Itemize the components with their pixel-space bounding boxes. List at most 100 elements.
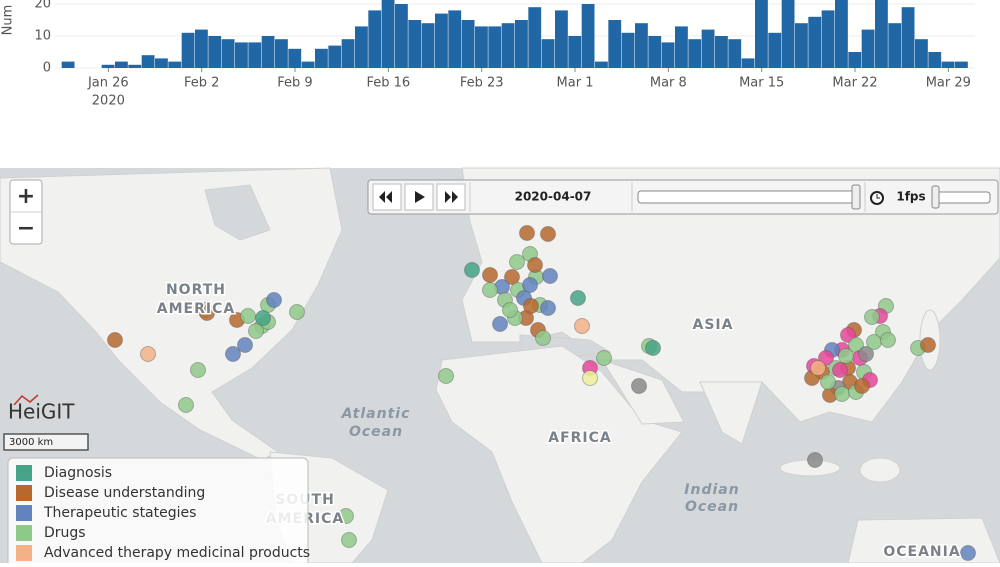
y-tick-label: 10 [34, 29, 51, 44]
bar [701, 29, 715, 69]
slider-handle[interactable] [851, 184, 861, 210]
bar [955, 61, 968, 68]
bar [581, 4, 595, 68]
time-slider[interactable] [637, 190, 861, 204]
bar [555, 10, 568, 68]
point [255, 310, 271, 326]
point [248, 323, 264, 339]
point [199, 305, 215, 321]
point [225, 346, 241, 362]
bar [435, 13, 448, 69]
x-tick-label: Feb 2 [184, 76, 219, 91]
bar [888, 23, 902, 68]
legend-label: Drugs [44, 525, 86, 541]
y-tick-label: 0 [43, 61, 51, 76]
map: NORTH AMERICA SOUTH AMERICA ASIA AFRICA … [0, 167, 1000, 567]
bar [768, 32, 782, 68]
scale-bar [3, 433, 89, 451]
bar [835, 0, 848, 68]
x-tick-label: Mar 22 [832, 76, 877, 91]
bar [288, 48, 302, 68]
bar [208, 36, 222, 68]
legend-swatch [16, 485, 32, 501]
point [540, 226, 556, 242]
bar-chart: Num 0 10 20 Jan 26 Feb 2 Feb 9 Feb 16 Feb 23 Mar… [1, 0, 975, 109]
x-tick-label: Mar 15 [739, 76, 784, 91]
bar [488, 26, 502, 68]
bar [808, 16, 822, 68]
bar [301, 61, 315, 68]
region-label: AMERICA [157, 301, 235, 317]
bar [915, 39, 928, 68]
point [596, 350, 612, 366]
legend-label: Diagnosis [44, 465, 112, 481]
bar [941, 61, 955, 68]
point [858, 346, 874, 362]
bar [181, 32, 195, 68]
bar [875, 0, 888, 68]
bar [595, 61, 608, 68]
point [502, 302, 518, 318]
region-label: AFRICA [548, 430, 612, 446]
point [522, 277, 538, 293]
bar [221, 39, 235, 68]
plot-area [61, 0, 968, 69]
bar [168, 61, 182, 68]
legend-label: Disease understanding [44, 485, 205, 501]
zoom-out[interactable]: − [17, 216, 35, 241]
bar [61, 61, 75, 68]
legend [7, 457, 309, 567]
bar [675, 26, 688, 68]
bar [755, 0, 768, 68]
point [960, 545, 976, 561]
point [240, 308, 256, 324]
bar [328, 45, 342, 68]
bar [608, 20, 622, 68]
bar [421, 23, 435, 68]
bar [741, 58, 755, 68]
bar [715, 36, 728, 68]
bar [541, 39, 555, 68]
bar [848, 52, 862, 68]
point [237, 337, 253, 353]
bar [315, 48, 328, 68]
bar [155, 58, 168, 68]
point [190, 362, 206, 378]
speed-label: 1fps [896, 190, 925, 204]
point [266, 292, 282, 308]
legend-swatch [16, 505, 32, 521]
bar [368, 10, 382, 68]
point [482, 282, 498, 298]
bar [475, 26, 488, 68]
bar [261, 36, 275, 68]
speed-slider[interactable] [931, 191, 991, 204]
bar [275, 39, 288, 68]
point [338, 508, 354, 524]
bar [448, 10, 462, 68]
bar [395, 4, 408, 68]
point [807, 452, 823, 468]
point [509, 254, 525, 270]
point [570, 290, 586, 306]
point [582, 370, 598, 386]
point [854, 378, 870, 394]
point [438, 368, 454, 384]
bar [528, 7, 542, 68]
point [140, 346, 156, 362]
point [631, 378, 647, 394]
bar [568, 36, 582, 68]
ocean-label: Ocean [685, 499, 739, 515]
y-axis-label: Num [1, 5, 16, 36]
legend-swatch [16, 525, 32, 541]
bar [141, 55, 155, 68]
point [880, 332, 896, 348]
point [645, 340, 661, 356]
point [574, 318, 590, 334]
point [866, 334, 882, 350]
ocean-label: Atlantic [341, 406, 411, 422]
x-tick-label: Feb 9 [277, 76, 312, 91]
bar [688, 39, 702, 68]
zoom-in[interactable]: + [17, 184, 35, 209]
bar [515, 20, 528, 68]
